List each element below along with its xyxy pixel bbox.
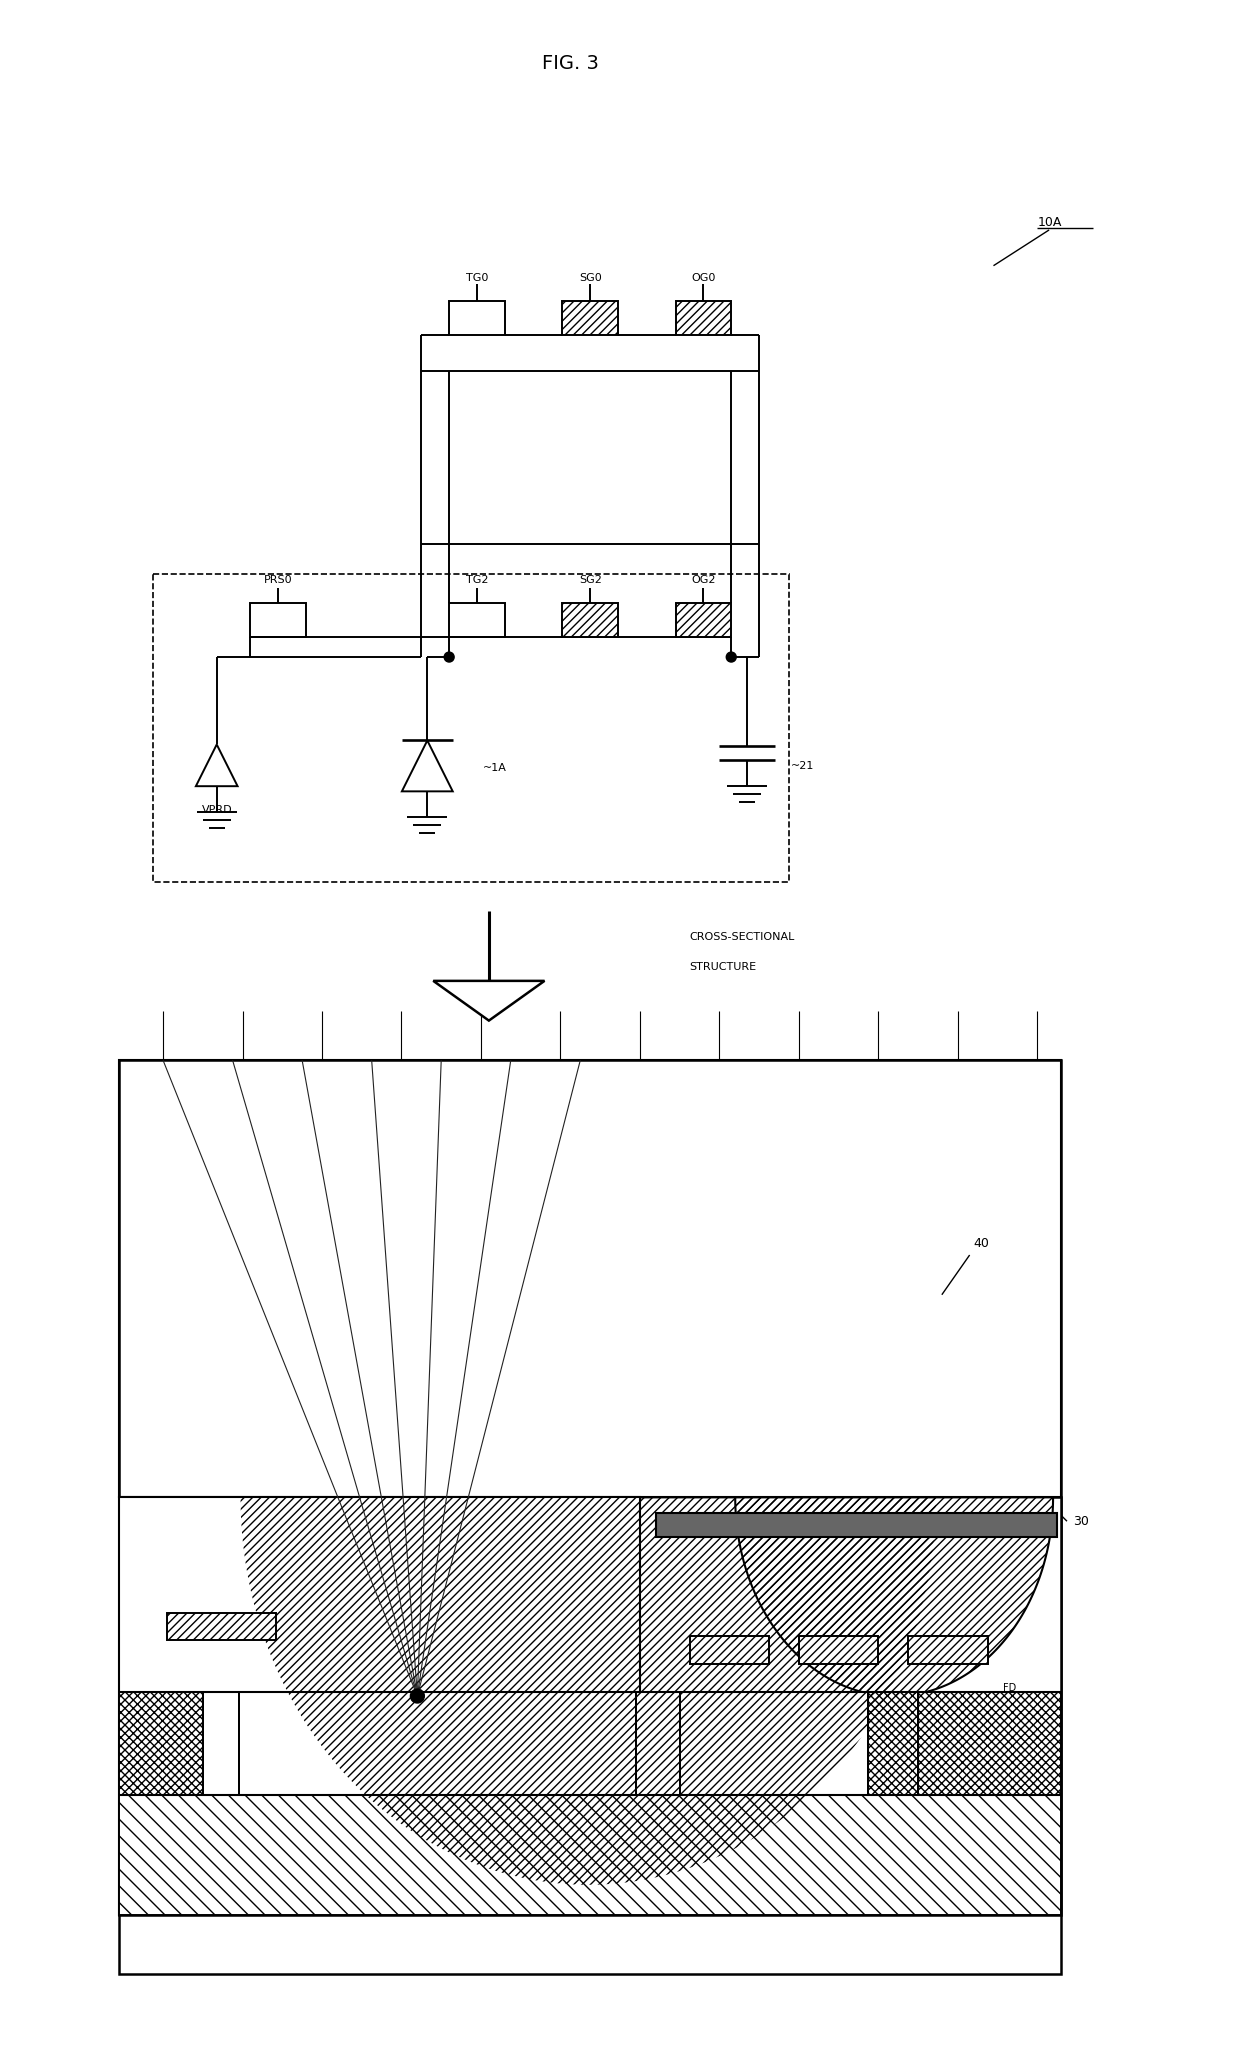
Bar bbox=[238, 1692, 636, 1796]
Bar bbox=[119, 1060, 1061, 1497]
Bar bbox=[119, 1692, 203, 1796]
Bar bbox=[119, 1497, 640, 1914]
Text: n CHANNEL: n CHANNEL bbox=[765, 1684, 821, 1694]
Text: ~1A: ~1A bbox=[482, 764, 507, 772]
Text: STRUCTURE: STRUCTURE bbox=[689, 961, 756, 971]
Text: VPRD: VPRD bbox=[148, 1692, 175, 1700]
Polygon shape bbox=[241, 1497, 936, 1885]
Bar bbox=[449, 603, 505, 638]
Circle shape bbox=[727, 652, 737, 663]
Bar bbox=[119, 1060, 1061, 1974]
Bar bbox=[563, 302, 618, 336]
Bar bbox=[119, 1497, 1061, 1914]
Text: TG2: TG2 bbox=[466, 574, 489, 584]
Bar bbox=[689, 1636, 769, 1665]
Bar bbox=[908, 1636, 987, 1665]
Text: SG0: SG0 bbox=[579, 273, 601, 282]
Bar bbox=[154, 574, 789, 882]
Polygon shape bbox=[196, 743, 238, 787]
Text: 40: 40 bbox=[973, 1236, 990, 1249]
Bar bbox=[680, 1692, 868, 1796]
Text: ~21: ~21 bbox=[791, 762, 815, 770]
Text: SG2: SG2 bbox=[579, 574, 601, 584]
Text: CROSS-SECTIONAL: CROSS-SECTIONAL bbox=[689, 932, 795, 942]
Text: 30: 30 bbox=[1073, 1514, 1089, 1528]
Circle shape bbox=[444, 652, 454, 663]
Bar bbox=[676, 302, 732, 336]
Text: FD: FD bbox=[1003, 1684, 1016, 1694]
Bar bbox=[563, 603, 618, 638]
Text: SG2: SG2 bbox=[827, 1593, 849, 1601]
Circle shape bbox=[410, 1690, 424, 1702]
Text: p-WELL: p-WELL bbox=[569, 1845, 611, 1856]
Bar bbox=[203, 1692, 238, 1796]
Bar bbox=[167, 1613, 277, 1640]
Bar bbox=[676, 603, 732, 638]
Text: FIG. 3: FIG. 3 bbox=[542, 54, 599, 72]
Text: OG2: OG2 bbox=[691, 574, 715, 584]
Text: LP: LP bbox=[594, 1603, 606, 1613]
Text: p: p bbox=[217, 1684, 224, 1694]
Text: PRS0: PRS0 bbox=[264, 574, 293, 584]
Bar bbox=[250, 603, 306, 638]
Bar bbox=[636, 1692, 680, 1796]
Text: TG0: TG0 bbox=[466, 273, 489, 282]
Text: OG2: OG2 bbox=[937, 1593, 962, 1601]
Bar bbox=[449, 302, 505, 336]
Text: 10A: 10A bbox=[1037, 215, 1061, 228]
Bar bbox=[799, 1636, 878, 1665]
Text: p: p bbox=[655, 1684, 661, 1694]
Bar bbox=[119, 1060, 1061, 1497]
Text: PRS0: PRS0 bbox=[218, 1576, 247, 1586]
Polygon shape bbox=[402, 741, 453, 791]
Bar bbox=[656, 1514, 1056, 1537]
Bar bbox=[918, 1692, 1061, 1796]
Text: PD0: PD0 bbox=[486, 1684, 508, 1694]
Text: OG0: OG0 bbox=[691, 273, 715, 282]
Polygon shape bbox=[735, 1497, 1053, 1696]
Text: n+: n+ bbox=[154, 1671, 169, 1682]
Polygon shape bbox=[433, 982, 544, 1021]
Text: VPRD: VPRD bbox=[201, 806, 232, 816]
Text: TG2: TG2 bbox=[718, 1593, 740, 1601]
Bar bbox=[119, 1796, 1061, 1914]
Text: n+: n+ bbox=[935, 1671, 949, 1682]
Bar bbox=[868, 1692, 918, 1796]
Text: n: n bbox=[438, 1684, 444, 1694]
